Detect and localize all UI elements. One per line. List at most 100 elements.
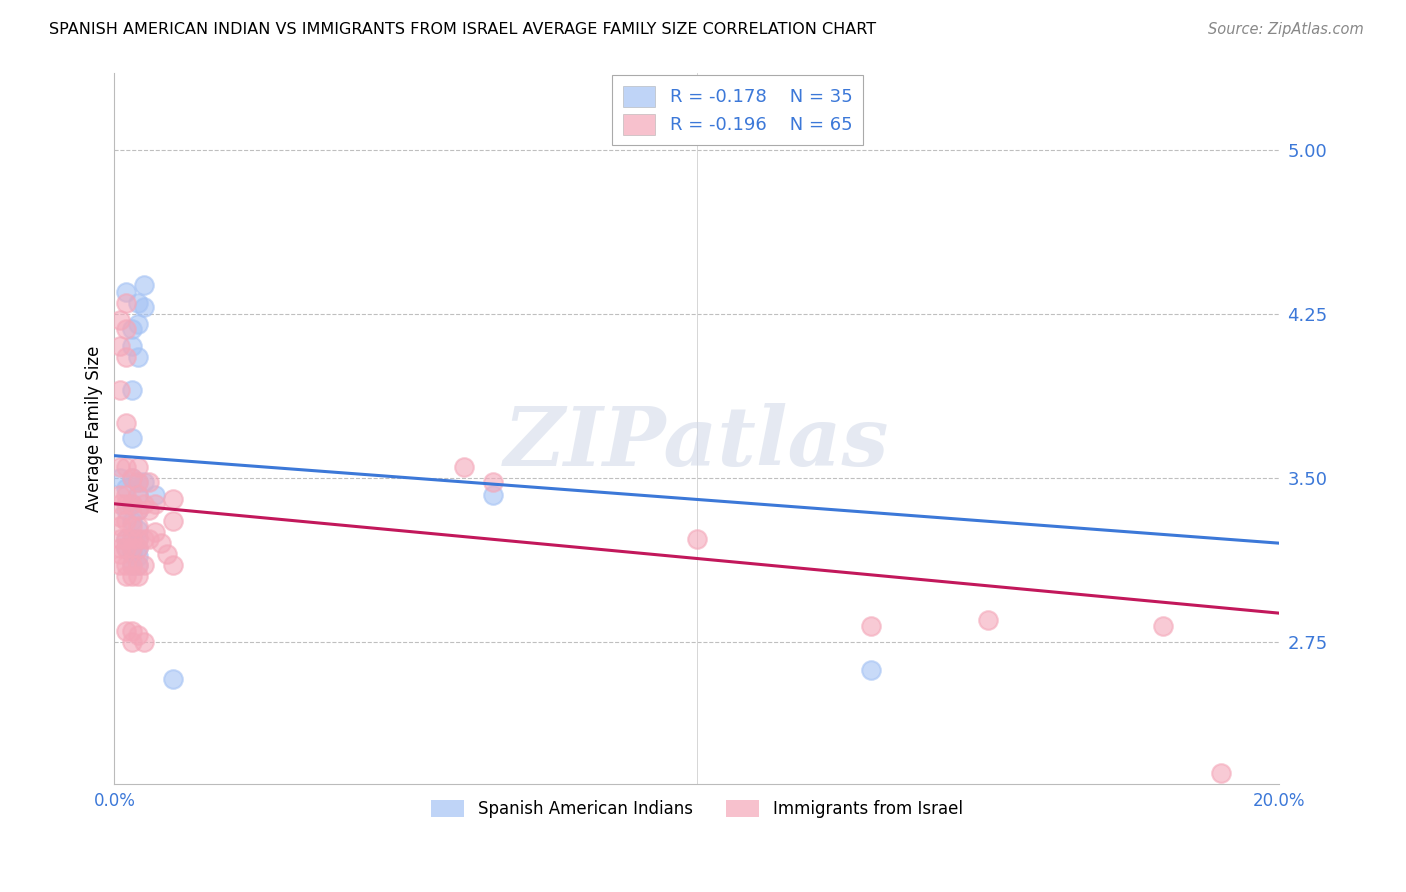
Point <box>162 558 184 572</box>
Point <box>127 475 149 489</box>
Point <box>110 541 132 555</box>
Point <box>127 532 149 546</box>
Point <box>127 503 149 517</box>
Point <box>115 541 138 555</box>
Point <box>115 285 138 299</box>
Point <box>162 672 184 686</box>
Point <box>110 339 132 353</box>
Point <box>132 558 155 572</box>
Point <box>110 510 132 524</box>
Point <box>110 497 132 511</box>
Point <box>1209 765 1232 780</box>
Point <box>121 431 143 445</box>
Point <box>127 532 149 546</box>
Text: Source: ZipAtlas.com: Source: ZipAtlas.com <box>1208 22 1364 37</box>
Point <box>115 459 138 474</box>
Point <box>121 541 143 555</box>
Point <box>115 482 138 496</box>
Point <box>115 503 138 517</box>
Point <box>121 558 143 572</box>
Point <box>115 514 138 528</box>
Text: SPANISH AMERICAN INDIAN VS IMMIGRANTS FROM ISRAEL AVERAGE FAMILY SIZE CORRELATIO: SPANISH AMERICAN INDIAN VS IMMIGRANTS FR… <box>49 22 876 37</box>
Point <box>121 339 143 353</box>
Point <box>132 300 155 314</box>
Point <box>127 558 149 572</box>
Point <box>121 497 143 511</box>
Point <box>110 558 132 572</box>
Point <box>132 634 155 648</box>
Point <box>110 313 132 327</box>
Point <box>115 497 138 511</box>
Point <box>127 459 149 474</box>
Point <box>138 475 160 489</box>
Text: ZIPatlas: ZIPatlas <box>503 402 890 483</box>
Point <box>127 488 149 502</box>
Point <box>162 514 184 528</box>
Point <box>482 475 505 489</box>
Y-axis label: Average Family Size: Average Family Size <box>86 345 103 511</box>
Point <box>132 278 155 293</box>
Point <box>115 295 138 310</box>
Point <box>127 488 149 502</box>
Point <box>121 634 143 648</box>
Point <box>121 569 143 583</box>
Point <box>127 503 149 517</box>
Point <box>121 558 143 572</box>
Point <box>132 497 155 511</box>
Point <box>127 295 149 310</box>
Point <box>110 383 132 397</box>
Point <box>860 663 883 677</box>
Point <box>150 536 173 550</box>
Point <box>121 547 143 561</box>
Point <box>121 514 143 528</box>
Point <box>121 624 143 638</box>
Point <box>482 488 505 502</box>
Point <box>143 525 166 540</box>
Point <box>127 541 149 555</box>
Point <box>121 541 143 555</box>
Point <box>115 569 138 583</box>
Point <box>115 416 138 430</box>
Point <box>162 492 184 507</box>
Point <box>121 497 143 511</box>
Point <box>132 475 155 489</box>
Point <box>121 518 143 533</box>
Point <box>115 488 138 502</box>
Point <box>110 547 132 561</box>
Point <box>110 459 132 474</box>
Point <box>115 624 138 638</box>
Point <box>1152 619 1174 633</box>
Point <box>127 475 149 489</box>
Point <box>110 470 132 484</box>
Point <box>121 532 143 546</box>
Point <box>115 322 138 336</box>
Point <box>115 558 138 572</box>
Point <box>121 532 143 546</box>
Point <box>115 541 138 555</box>
Point <box>453 459 475 474</box>
Point <box>156 547 179 561</box>
Point <box>121 322 143 336</box>
Point <box>127 558 149 572</box>
Point <box>110 518 132 533</box>
Legend: Spanish American Indians, Immigrants from Israel: Spanish American Indians, Immigrants fro… <box>425 794 969 825</box>
Point <box>115 532 138 546</box>
Point <box>143 497 166 511</box>
Point <box>127 518 149 533</box>
Point <box>110 488 132 502</box>
Point <box>127 628 149 642</box>
Point <box>127 318 149 332</box>
Point <box>121 470 143 484</box>
Point <box>115 532 138 546</box>
Point <box>977 613 1000 627</box>
Point <box>127 541 149 555</box>
Point <box>132 532 155 546</box>
Point <box>686 532 709 546</box>
Point <box>127 351 149 365</box>
Point <box>860 619 883 633</box>
Point <box>110 532 132 546</box>
Point <box>138 532 160 546</box>
Point <box>138 503 160 517</box>
Point <box>127 569 149 583</box>
Point <box>143 488 166 502</box>
